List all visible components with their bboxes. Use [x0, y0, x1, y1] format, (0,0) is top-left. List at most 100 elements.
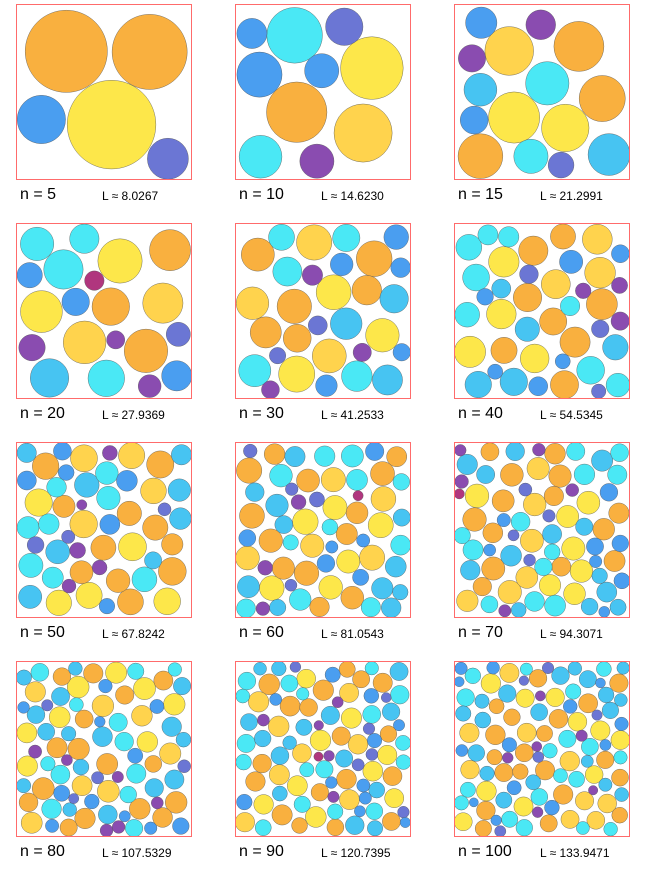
circle: [544, 594, 566, 617]
circle: [547, 151, 575, 179]
circle: [486, 661, 500, 675]
circle: [94, 716, 106, 728]
circle: [379, 284, 409, 314]
circle: [467, 744, 485, 762]
circle: [105, 661, 127, 684]
circle: [171, 444, 192, 466]
circle: [580, 597, 599, 616]
circle: [272, 785, 288, 802]
circle: [481, 556, 506, 581]
circle: [18, 334, 46, 362]
circle: [326, 818, 345, 836]
circle: [309, 491, 325, 508]
packing-square: [235, 442, 411, 618]
circle: [152, 807, 173, 828]
circle: [98, 804, 118, 825]
circle: [318, 575, 343, 600]
circle: [111, 771, 124, 783]
circle: [541, 269, 571, 299]
circle: [32, 452, 60, 480]
circle: [99, 823, 114, 837]
circle: [464, 371, 492, 399]
circle: [341, 360, 373, 392]
circle: [356, 240, 393, 277]
circle: [118, 532, 147, 562]
circle: [282, 735, 297, 750]
circle: [613, 572, 630, 590]
circle: [335, 749, 353, 768]
circle: [488, 246, 520, 278]
circle: [149, 699, 165, 714]
circle: [28, 744, 42, 759]
packing-panel-n20: n = 20 L ≈ 27.9369: [16, 223, 212, 433]
circle: [53, 784, 70, 802]
circle: [269, 693, 282, 706]
circle: [331, 726, 351, 746]
circle: [324, 666, 341, 683]
circle: [539, 814, 558, 833]
side-length-label: L ≈ 27.9369: [102, 408, 165, 422]
circle: [496, 513, 511, 527]
circle: [237, 575, 260, 598]
circle: [61, 578, 77, 594]
circle: [456, 589, 479, 612]
circle: [558, 729, 577, 748]
packing-square: [16, 223, 192, 399]
circle: [243, 443, 258, 459]
circle: [245, 771, 266, 792]
circle: [235, 688, 250, 704]
circle: [551, 556, 572, 577]
circle: [550, 370, 579, 399]
circle: [526, 457, 550, 480]
circle: [611, 244, 630, 263]
circle: [249, 316, 282, 349]
circle: [269, 347, 286, 365]
circle: [125, 819, 144, 837]
circle: [528, 669, 548, 688]
circle: [287, 775, 308, 797]
circle: [69, 542, 86, 559]
circle: [131, 566, 158, 592]
circle: [310, 783, 329, 802]
circle: [254, 819, 272, 836]
packing-square: [454, 4, 630, 180]
circle: [607, 464, 628, 485]
circle: [18, 553, 44, 578]
circle: [512, 763, 529, 780]
circle: [356, 533, 370, 548]
circle: [532, 443, 546, 457]
circle: [454, 676, 465, 687]
container-square-frame: [16, 442, 192, 618]
circle: [582, 224, 613, 255]
circle: [556, 505, 579, 528]
circle: [520, 528, 544, 553]
circle: [598, 777, 613, 792]
circle: [53, 442, 72, 461]
circle: [272, 556, 295, 580]
circle: [500, 545, 522, 567]
circle: [320, 467, 346, 493]
circle: [127, 662, 145, 680]
circle: [16, 442, 37, 463]
circle: [531, 741, 543, 752]
circle: [480, 673, 501, 694]
circle: [499, 367, 528, 396]
circle: [592, 518, 615, 541]
circle: [340, 586, 364, 610]
circle: [460, 760, 480, 780]
circle: [257, 713, 270, 727]
circle: [43, 249, 84, 290]
circle: [309, 596, 330, 617]
circle: [268, 224, 295, 251]
circle: [84, 793, 100, 810]
circle: [309, 729, 332, 751]
circle: [117, 588, 144, 616]
packing-panel-n100: n = 100 L ≈ 133.9471: [454, 661, 647, 871]
circle: [460, 105, 489, 135]
circle: [362, 722, 376, 735]
circle: [90, 534, 117, 561]
circle: [17, 701, 30, 714]
circle: [74, 472, 100, 498]
circle: [41, 566, 64, 589]
circle: [266, 7, 323, 64]
